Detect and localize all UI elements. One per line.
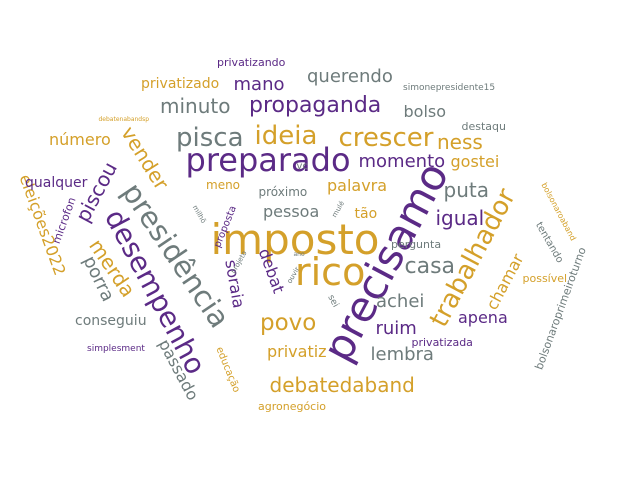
word-ruim: ruim: [375, 318, 417, 339]
word-meno: meno: [206, 178, 241, 192]
word-crescer: crescer: [338, 123, 434, 153]
word-possivel: possível: [522, 271, 568, 285]
word-privatizando: privatizando: [217, 55, 286, 69]
word-pisca: pisca: [176, 123, 244, 153]
word-lembra: lembra: [370, 344, 434, 365]
word-ideia: ideia: [254, 121, 318, 151]
word-agronegocio: agronegócio: [258, 399, 327, 413]
word-destaqu: destaqu: [461, 119, 507, 133]
word-debatedaband: debatedaband: [269, 373, 415, 397]
word-pergunta: pergunta: [391, 237, 442, 251]
word-pessoa: pessoa: [263, 202, 320, 221]
word-palavra: palavra: [327, 176, 388, 195]
word-gostei: gostei: [450, 152, 500, 171]
word-conseguiu: conseguiu: [75, 313, 147, 329]
word-querendo: querendo: [307, 66, 393, 87]
word-privatizado: privatizado: [141, 76, 220, 92]
word-vc: vc: [296, 161, 308, 172]
word-apena: apena: [458, 308, 508, 327]
word-achei: achei: [376, 291, 425, 312]
word-privatiz: privatiz: [267, 342, 327, 361]
word-educacao: educação: [213, 345, 242, 395]
word-debatenabandsp: debatenabandsp: [98, 116, 150, 123]
word-proximo: próximo: [258, 185, 308, 199]
word-chamar: chamar: [481, 250, 528, 314]
word-rico: rico: [295, 250, 366, 294]
word-simonepresidente15: simonepresidente15: [403, 82, 496, 93]
word-ness: ness: [437, 130, 483, 154]
word-bolso: bolso: [403, 102, 447, 121]
word-imposto: imposto: [210, 215, 380, 264]
word-simplesment: simplesment: [87, 343, 145, 354]
word-numero: número: [49, 130, 111, 149]
word-tao: tão: [354, 206, 378, 222]
word-qualquer: qualquer: [25, 175, 88, 191]
word-puta: puta: [443, 178, 489, 202]
word-microfon: microfon: [49, 195, 79, 245]
word-tentando: tentando: [532, 220, 565, 266]
word-minuto: minuto: [160, 94, 231, 118]
word-mano: mano: [233, 74, 285, 95]
word-bolsonaroprimeiroturno: bolsonaroprimeiroturno: [531, 244, 589, 372]
word-propaganda: propaganda: [249, 93, 382, 118]
word-momento: momento: [358, 151, 446, 172]
word-milho: milhõ: [190, 203, 207, 225]
word-povo: povo: [260, 309, 317, 336]
word-privatizada: privatizada: [411, 335, 473, 349]
word-igual: igual: [435, 206, 485, 230]
word-preparado: preparado: [185, 141, 351, 179]
word-casa: casa: [404, 254, 456, 279]
word-ano: ano: [293, 251, 305, 258]
